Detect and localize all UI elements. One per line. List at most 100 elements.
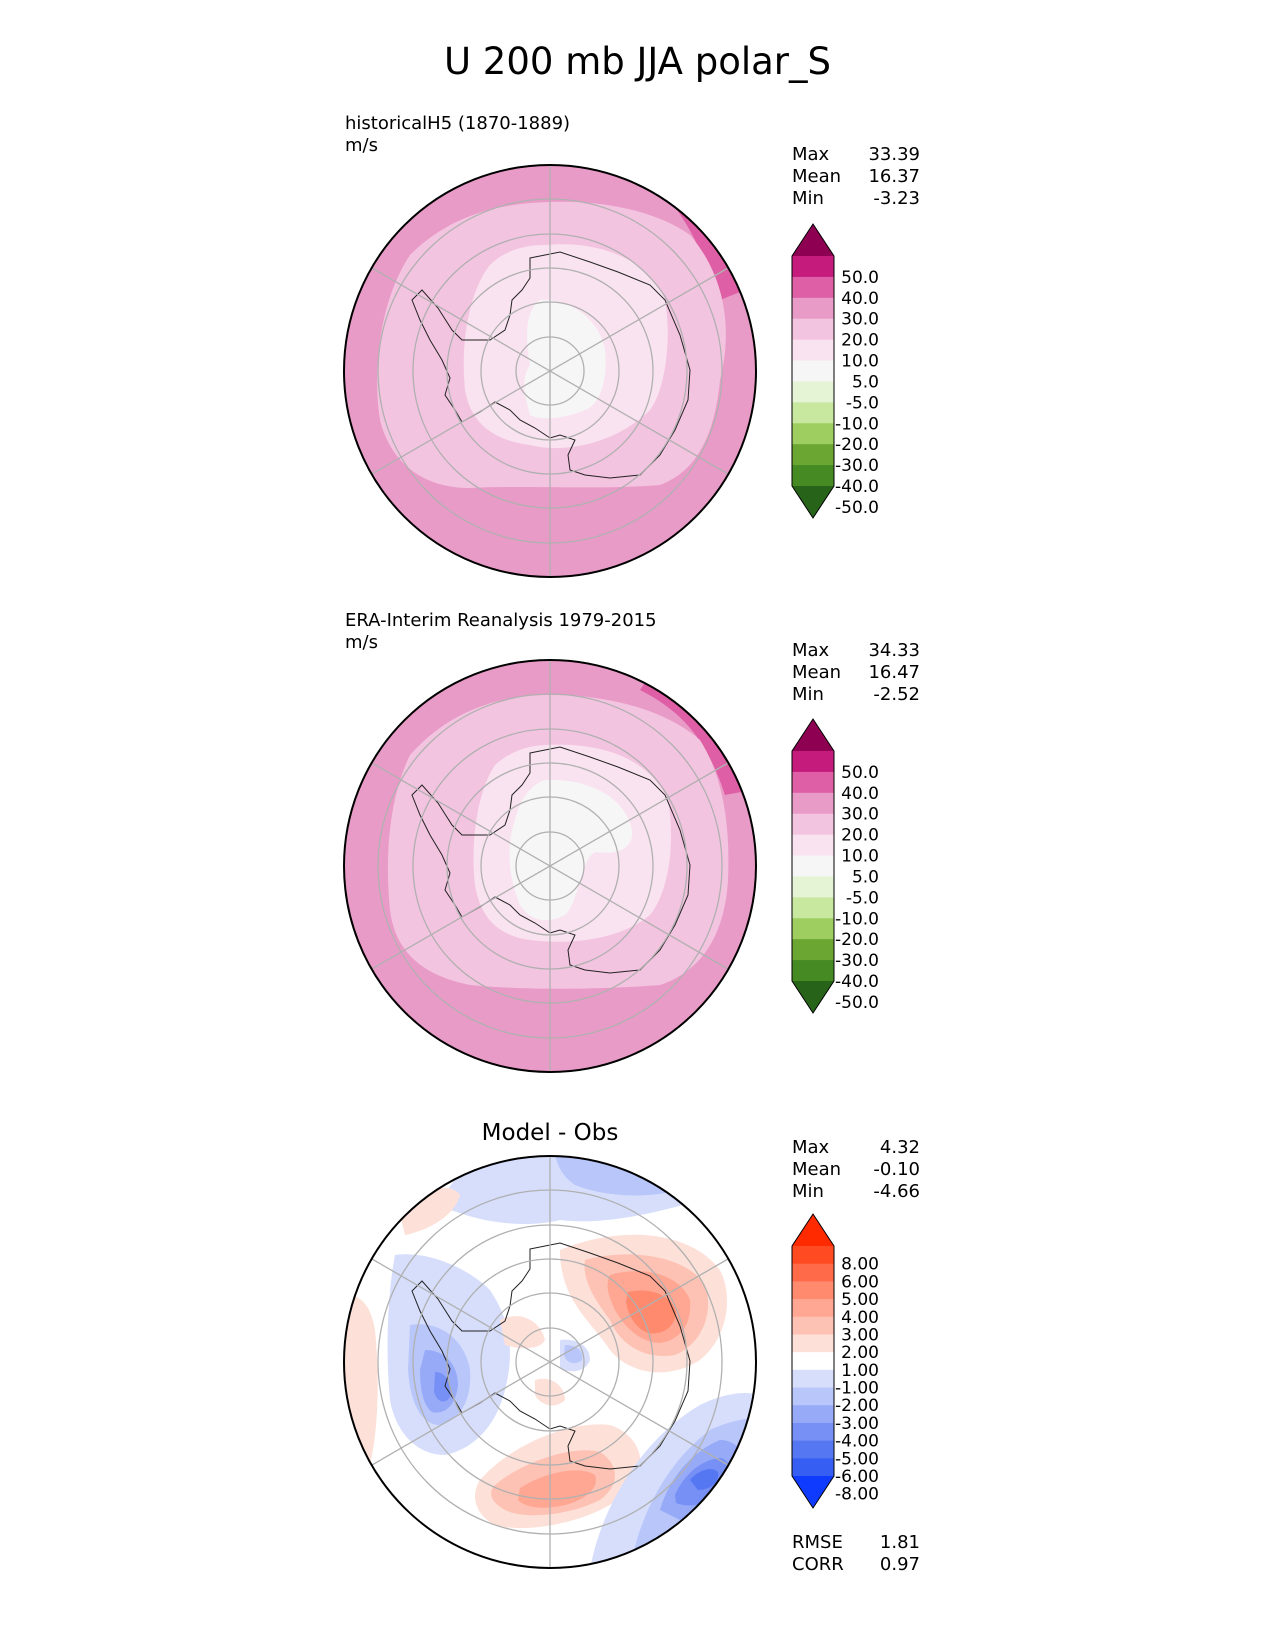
map-obs-boundary xyxy=(343,659,757,1073)
colorbar-swatch xyxy=(792,360,834,382)
colorbar-swatch xyxy=(792,751,834,773)
stat-mean-label: Mean xyxy=(792,1159,842,1180)
colorbar-tick-label: 4.00 xyxy=(841,1308,879,1328)
map-model-coastline xyxy=(411,251,691,479)
stat-min-value: -4.66 xyxy=(873,1181,920,1202)
colorbar-model: 50.040.030.020.010.05.0-5.0-10.0-20.0-30… xyxy=(791,223,879,519)
colorbar-tick-label: 6.00 xyxy=(841,1272,879,1292)
colorbar-tick-label: -5.0 xyxy=(846,393,879,413)
colorbar-outline xyxy=(791,718,835,1014)
colorbar-swatch xyxy=(792,771,834,794)
colorbar-diff: 8.006.005.004.003.002.001.00-1.00-2.00-3… xyxy=(791,1213,879,1509)
colorbar-swatch xyxy=(792,1334,834,1353)
panel-obs-label: ERA-Interim Reanalysis 1979-2015 m/s xyxy=(345,610,657,654)
colorbar-tick-label: 50.0 xyxy=(841,268,879,288)
colorbar-swatch xyxy=(792,1281,834,1300)
stat-mean-value: 16.47 xyxy=(868,662,920,683)
map-model-grid xyxy=(371,165,729,577)
map-diff-grid xyxy=(371,1156,729,1568)
panel-obs-units: m/s xyxy=(345,632,378,653)
panel-obs-stats: Max 34.33 Mean 16.47 Min -2.52 xyxy=(792,640,920,706)
colorbar-swatch xyxy=(792,1387,834,1406)
colorbar-tick-label: -2.00 xyxy=(835,1396,879,1416)
colorbar-tick-label: 3.00 xyxy=(841,1325,879,1345)
colorbar-tick-label: -4.00 xyxy=(835,1432,879,1452)
colorbar-swatch xyxy=(792,381,834,403)
colorbar-tick-label: -20.0 xyxy=(835,435,879,455)
map-model-boundary xyxy=(343,164,757,578)
colorbar-swatch xyxy=(792,1246,834,1265)
map-model xyxy=(343,164,757,578)
colorbar-swatch xyxy=(792,423,834,445)
region-neg4 xyxy=(434,1372,451,1402)
colorbar-tick-label: -8.00 xyxy=(835,1485,879,1505)
region-neg5 xyxy=(690,1469,719,1490)
map-obs-grid xyxy=(371,660,729,1072)
colorbar-tick-label: -40.0 xyxy=(835,972,879,992)
panel-model-units: m/s xyxy=(345,135,378,156)
stat-max-value: 4.32 xyxy=(879,1137,920,1158)
colorbar-tick-label: -5.0 xyxy=(846,888,879,908)
colorbar-swatch xyxy=(792,1263,834,1282)
colorbar-swatch xyxy=(792,318,834,341)
region-pos1 xyxy=(400,1187,460,1235)
stat-mean-label: Mean xyxy=(792,662,842,683)
colorbar-tick-label: 1.00 xyxy=(841,1361,879,1381)
colorbar-swatch xyxy=(792,465,834,487)
colorbar-tick-label: -3.00 xyxy=(835,1414,879,1434)
colorbar-tick-label: 20.0 xyxy=(841,826,879,846)
colorbar-tick-label: 40.0 xyxy=(841,784,879,804)
colorbar-extend-top xyxy=(792,224,834,256)
colorbar-swatch xyxy=(792,792,834,815)
colorbar-tick-label: -1.00 xyxy=(835,1379,879,1399)
stat-mean-value: -0.10 xyxy=(873,1159,920,1180)
colorbar-swatch xyxy=(792,834,834,857)
stat-mean-label: Mean xyxy=(792,166,842,187)
colorbar-swatch xyxy=(792,1352,834,1371)
colorbar-tick-label: 5.0 xyxy=(852,372,879,392)
colorbar-tick-label: -5.00 xyxy=(835,1449,879,1469)
stat-min-value: -3.23 xyxy=(873,188,920,209)
colorbar-tick-label: -10.0 xyxy=(835,909,879,929)
stat-max-label: Max xyxy=(792,640,830,661)
panel-model-title: historicalH5 (1870-1889) xyxy=(345,113,571,134)
colorbar-swatch xyxy=(792,1369,834,1389)
colorbar-tick-label: 10.0 xyxy=(841,352,879,372)
colorbar-tick-label: 5.00 xyxy=(841,1290,879,1310)
colorbar-swatch xyxy=(792,256,834,278)
colorbar-swatch xyxy=(792,444,834,466)
map-diff-boundary xyxy=(343,1155,757,1569)
colorbar-tick-label: 20.0 xyxy=(841,331,879,351)
panel-obs-title: ERA-Interim Reanalysis 1979-2015 xyxy=(345,610,657,631)
colorbar-swatch xyxy=(792,813,834,836)
colorbar-tick-label: -50.0 xyxy=(835,993,879,1013)
colorbar-tick-label: 30.0 xyxy=(841,805,879,825)
map-diff xyxy=(343,1155,757,1569)
colorbar-tick-label: -6.00 xyxy=(835,1467,879,1487)
panel-model-label: historicalH5 (1870-1889) m/s xyxy=(345,113,570,157)
figure-title: U 200 mb JJA polar_S xyxy=(443,40,832,83)
colorbar-swatch xyxy=(792,960,834,982)
stat-max-value: 33.39 xyxy=(868,144,920,165)
colorbar-tick-label: -30.0 xyxy=(835,951,879,971)
panel-diff-metrics: RMSE 1.81 CORR 0.97 xyxy=(792,1532,920,1576)
map-diff-coastline xyxy=(411,1242,691,1470)
metric-corr-label: CORR xyxy=(792,1554,844,1575)
colorbar-tick-label: 10.0 xyxy=(841,847,879,867)
colorbar-swatch xyxy=(792,876,834,898)
colorbar-tick-label: 30.0 xyxy=(841,310,879,330)
stat-min-label: Min xyxy=(792,684,824,705)
colorbar-extend-bottom xyxy=(792,486,834,518)
colorbar-obs: 50.040.030.020.010.05.0-5.0-10.0-20.0-30… xyxy=(791,718,879,1014)
region-5 xyxy=(524,299,606,419)
colorbar-outline xyxy=(791,1213,835,1509)
stat-min-label: Min xyxy=(792,1181,824,1202)
colorbar-tick-label: 5.0 xyxy=(852,867,879,887)
colorbar-swatch xyxy=(792,939,834,961)
map-obs xyxy=(343,659,757,1073)
stat-min-value: -2.52 xyxy=(873,684,920,705)
colorbar-swatch xyxy=(792,897,834,919)
colorbar-swatch xyxy=(792,276,834,299)
colorbar-swatch xyxy=(792,402,834,424)
